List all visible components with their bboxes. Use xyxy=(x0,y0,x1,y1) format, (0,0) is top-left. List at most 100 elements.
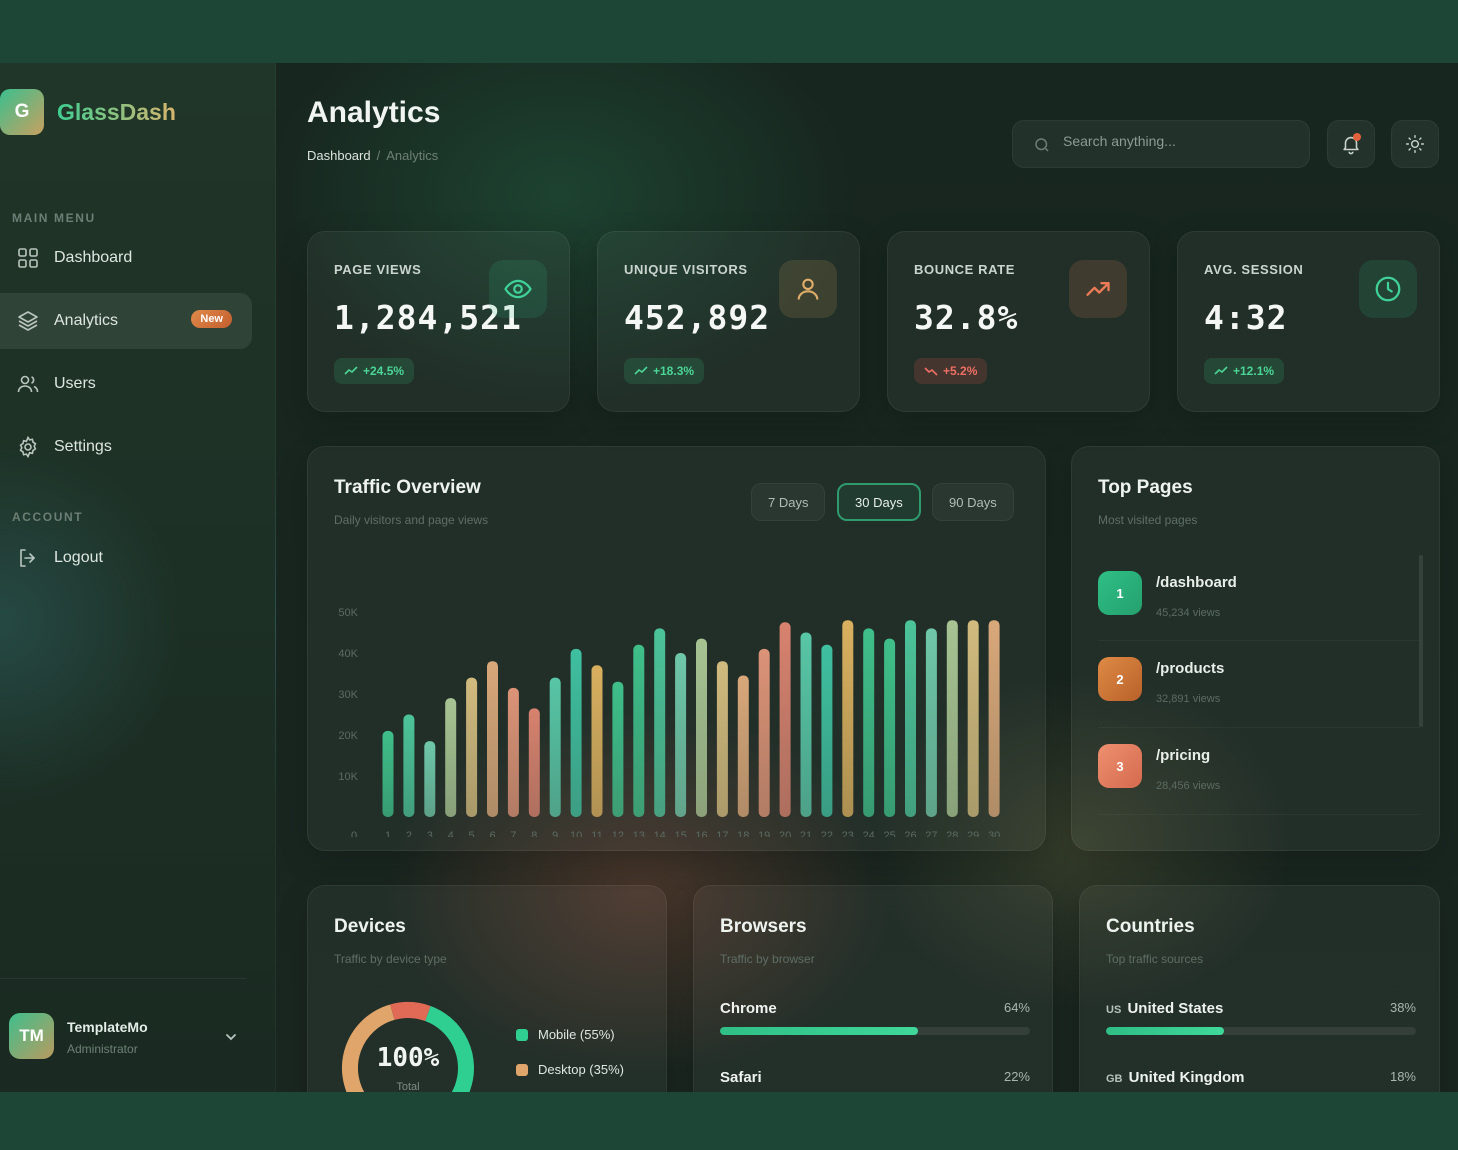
bar-day-9 xyxy=(549,677,561,817)
bar-day-27 xyxy=(925,628,937,817)
page-path: /products xyxy=(1156,660,1225,677)
avatar[interactable]: TM xyxy=(9,1013,54,1059)
trend-up-icon xyxy=(1086,282,1110,296)
breadcrumb: Dashboard / Analytics xyxy=(307,148,438,163)
stat-label: PAGE VIEWS xyxy=(334,262,422,277)
search-box[interactable] xyxy=(1012,120,1310,168)
progress-track xyxy=(1106,1027,1416,1035)
sidebar-item-analytics[interactable]: Analytics New xyxy=(0,293,252,349)
chevron-down-icon[interactable] xyxy=(223,1029,239,1045)
x-tick-label: 12 xyxy=(612,830,624,837)
browser-name: Safari xyxy=(720,1069,762,1086)
layers-icon xyxy=(18,311,38,331)
search-icon xyxy=(1035,138,1049,152)
x-tick-label: 30 xyxy=(988,830,1000,837)
donut-segment-2 xyxy=(342,1002,474,1092)
list-item[interactable]: 3 /pricing 28,456 views xyxy=(1098,744,1408,800)
list-item[interactable]: 2 /products 32,891 views xyxy=(1098,657,1408,713)
page-path: /pricing xyxy=(1156,747,1211,764)
x-tick-label: 15 xyxy=(674,830,686,837)
sidebar-item-users[interactable]: Users xyxy=(0,356,252,412)
main-menu-heading: MAIN MENU xyxy=(12,211,96,225)
sidebar-item-label: Dashboard xyxy=(54,249,133,266)
sidebar: G GlassDash MAIN MENU Dashboard Analytic… xyxy=(0,63,276,1092)
page-views: 32,891 views xyxy=(1156,693,1221,705)
sidebar-item-dashboard[interactable]: Dashboard xyxy=(0,230,252,286)
user-name: TemplateMo xyxy=(67,1019,148,1035)
trend-up-icon xyxy=(344,366,358,375)
trend-up-icon xyxy=(634,366,648,375)
browser-percent: 22% xyxy=(1003,1069,1030,1084)
stat-card-avg-session[interactable]: AVG. SESSION 4:32 +12.1% xyxy=(1177,231,1440,412)
stat-change-value: +24.5% xyxy=(363,364,405,378)
card-title: Countries xyxy=(1106,916,1195,937)
country-code: GB xyxy=(1106,1073,1123,1085)
range-7-days-button[interactable]: 7 Days xyxy=(751,483,826,521)
stat-icon-box xyxy=(489,260,547,318)
x-tick-label: 27 xyxy=(925,830,937,837)
logout-button[interactable]: Logout xyxy=(0,530,252,586)
browsers-card: Browsers Traffic by browser Chrome 64% S… xyxy=(693,885,1053,1092)
stat-card-bounce-rate[interactable]: BOUNCE RATE 32.8% +5.2% xyxy=(887,231,1150,412)
bar-day-13 xyxy=(633,644,645,817)
brand-logo[interactable]: G xyxy=(0,89,44,135)
list-item[interactable]: 1 /dashboard 45,234 views xyxy=(1098,571,1408,627)
eye-icon xyxy=(504,279,532,299)
browser-name: Chrome xyxy=(720,1000,777,1017)
legend-label: Desktop (35%) xyxy=(538,1062,624,1077)
brand-name[interactable]: GlassDash xyxy=(57,99,176,125)
country-label: United Kingdom xyxy=(1128,1069,1245,1086)
breadcrumb-current: Analytics xyxy=(386,148,439,163)
stat-change-value: +12.1% xyxy=(1233,364,1275,378)
x-tick-label: 26 xyxy=(904,830,916,837)
legend-swatch xyxy=(516,1028,528,1041)
legend-label: Mobile (55%) xyxy=(538,1027,615,1042)
scrollbar[interactable] xyxy=(1419,555,1423,727)
x-tick-label: 29 xyxy=(967,830,979,837)
stat-change-value: +5.2% xyxy=(943,364,978,378)
legend-swatch xyxy=(516,1063,528,1076)
breadcrumb-link-dashboard[interactable]: Dashboard xyxy=(307,148,371,163)
country-percent: 38% xyxy=(1389,1000,1416,1015)
sidebar-divider xyxy=(0,978,246,979)
bar-day-23 xyxy=(842,620,854,817)
bar-day-15 xyxy=(675,653,687,817)
stat-icon-box xyxy=(1069,260,1127,318)
stat-label: BOUNCE RATE xyxy=(914,262,1015,277)
x-tick-label: 21 xyxy=(800,830,812,837)
bar-day-26 xyxy=(905,620,916,817)
x-tick-label: 22 xyxy=(821,830,833,837)
stat-value: 4:32 xyxy=(1204,298,1288,337)
country-name: US United States xyxy=(1106,1000,1223,1017)
range-30-days-button[interactable]: 30 Days xyxy=(837,483,921,521)
range-90-days-button[interactable]: 90 Days xyxy=(932,483,1014,521)
bar-day-24 xyxy=(863,628,875,817)
breadcrumb-separator: / xyxy=(376,148,381,163)
bar-day-21 xyxy=(800,632,812,817)
card-title: Traffic Overview xyxy=(334,477,481,498)
x-tick-label: 4 xyxy=(448,830,454,837)
y-tick-label: 40K xyxy=(338,648,358,660)
card-subtitle: Most visited pages xyxy=(1098,513,1198,527)
x-tick-label: 7 xyxy=(510,830,516,837)
bar-day-12 xyxy=(612,681,624,817)
bar-day-29 xyxy=(967,620,979,817)
stat-card-unique-visitors[interactable]: UNIQUE VISITORS 452,892 +18.3% xyxy=(597,231,860,412)
card-subtitle: Traffic by browser xyxy=(720,952,815,966)
countries-card: Countries Top traffic sources US United … xyxy=(1079,885,1440,1092)
x-tick-label: 2 xyxy=(406,830,412,837)
stat-card-page-views[interactable]: PAGE VIEWS 1,284,521 +24.5% xyxy=(307,231,570,412)
stat-label: AVG. SESSION xyxy=(1204,262,1304,277)
notification-dot xyxy=(1353,133,1361,141)
theme-toggle-button[interactable] xyxy=(1391,120,1439,168)
notifications-button[interactable] xyxy=(1327,120,1375,168)
sidebar-item-settings[interactable]: Settings xyxy=(0,419,252,475)
bar-day-20 xyxy=(779,622,791,817)
card-title: Browsers xyxy=(720,916,807,937)
traffic-overview-card: Traffic Overview Daily visitors and page… xyxy=(307,446,1046,851)
x-tick-label: 3 xyxy=(427,830,433,837)
page-path: /dashboard xyxy=(1156,574,1237,591)
progress-fill xyxy=(720,1027,919,1035)
bar-day-1 xyxy=(382,730,394,817)
search-input[interactable] xyxy=(1063,133,1293,149)
